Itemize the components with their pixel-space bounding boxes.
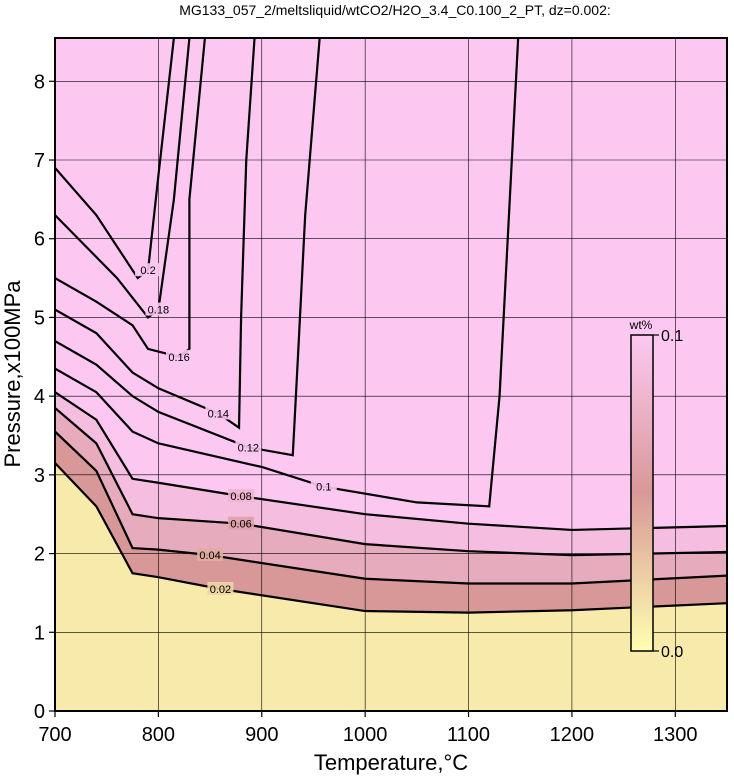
y-tick-label: 8 <box>34 71 45 93</box>
y-tick-label: 1 <box>34 622 45 644</box>
colorbar-tick-label: 0.0 <box>661 644 683 661</box>
y-axis-label: Pressure,x100MPa <box>0 280 25 468</box>
x-tick-label: 1100 <box>447 724 490 746</box>
colorbar-title: wt% <box>629 318 653 332</box>
y-tick-label: 3 <box>34 465 45 487</box>
contour-label: 0.2 <box>140 265 155 277</box>
y-tick-label: 5 <box>34 307 45 329</box>
contour-label-bg <box>205 406 232 420</box>
plot-frame <box>54 37 728 712</box>
grid <box>54 38 727 712</box>
contours: 0.02 0.04 0.06 0.08 0.1 0.12 0.14 0.16 0.18 0.2 <box>55 38 727 614</box>
contour-label-bg <box>135 263 162 277</box>
x-tick-label: 1200 <box>550 724 595 746</box>
x-axis-label: Temperature,°C <box>314 750 468 775</box>
contour-label-bg <box>228 489 255 503</box>
contour-label: 0.1 <box>316 482 331 494</box>
contour-line <box>55 38 520 508</box>
colorbar-scale <box>630 334 654 652</box>
colorbar-tick-label: 0.1 <box>661 328 683 345</box>
contour-label-bg <box>235 440 262 454</box>
contour-line <box>55 38 207 358</box>
contour-label: 0.06 <box>230 519 251 531</box>
contour-label: 0.04 <box>199 550 220 562</box>
contour-label-bg <box>310 479 337 493</box>
plot-fills <box>55 38 727 711</box>
chart-title: MG133_057_2/meltsliquid/wtCO2/H2O_3.4_C0… <box>179 2 611 18</box>
x-tick-label: 700 <box>38 724 71 746</box>
colorbar: wt% 0.0 0.1 <box>629 318 684 661</box>
contour-label-bg <box>228 516 255 530</box>
contour-label-bg <box>145 302 172 316</box>
x-tick-label: 1300 <box>653 724 698 746</box>
x-tick-label: 1000 <box>343 724 388 746</box>
contour-label: 0.16 <box>168 352 189 364</box>
contour-fill <box>55 463 727 711</box>
contour-label-bg <box>197 548 224 562</box>
axes: 700 800 900 1000 1100 1200 1300 0 1 2 3 4 5 6 7 8 <box>34 37 728 746</box>
contour-label: 0.12 <box>238 442 259 454</box>
contour-label: 0.18 <box>148 305 169 317</box>
contour-label-bg <box>207 581 234 595</box>
y-tick-label: 2 <box>34 544 45 566</box>
y-tick-label: 7 <box>34 150 45 172</box>
y-tick-label: 4 <box>34 386 45 408</box>
y-tick-label: 6 <box>34 229 45 251</box>
y-tick-label: 0 <box>34 701 45 723</box>
x-tick-label: 900 <box>245 724 278 746</box>
contour-label: 0.14 <box>208 408 229 420</box>
contour-label: 0.02 <box>210 584 231 596</box>
x-tick-label: 800 <box>142 724 175 746</box>
contour-label: 0.08 <box>230 491 251 503</box>
contour-label-bg <box>166 349 193 363</box>
